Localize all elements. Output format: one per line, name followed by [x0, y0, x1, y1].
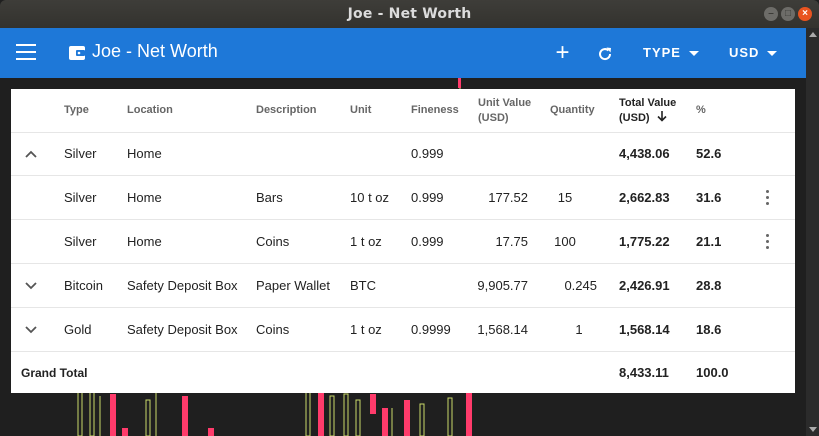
- cell-type: Silver: [64, 234, 97, 249]
- cell-type: Silver: [64, 190, 97, 205]
- cell-percent: 28.8: [696, 278, 722, 293]
- refresh-icon: [599, 47, 612, 60]
- cell-unit: 10 t oz: [350, 190, 390, 205]
- expand-chevron-icon[interactable]: [24, 308, 38, 351]
- hamburger-menu-icon[interactable]: [16, 44, 36, 60]
- cell-unit-value: [478, 132, 538, 175]
- table-row[interactable]: Bitcoin Safety Deposit Box Paper Wallet …: [11, 264, 795, 308]
- header-total-value-line1: Total Value: [619, 96, 677, 109]
- cell-unit: 1 t oz: [350, 234, 382, 249]
- app-title: Joe - Net Worth: [92, 41, 218, 61]
- cell-total-value: 2,426.91: [619, 278, 670, 293]
- background-candlestick-chart: [77, 78, 472, 436]
- cell-description: Coins: [256, 234, 290, 249]
- collapse-chevron-icon[interactable]: [24, 132, 38, 175]
- cell-unit-value: 177.52: [488, 190, 528, 205]
- type-dropdown-label: TYPE: [643, 45, 681, 60]
- cell-type: Bitcoin: [64, 278, 104, 293]
- cell-total-value: 1,775.22: [619, 234, 670, 249]
- header-unit[interactable]: Unit: [350, 104, 372, 116]
- app-bar: Joe - Net Worth + TYPE USD: [0, 28, 806, 78]
- cell-unit: BTC: [350, 278, 376, 293]
- cell-quantity: [550, 132, 598, 175]
- grand-total-label: Grand Total: [21, 365, 88, 380]
- window-title: Joe - Net Worth: [347, 6, 472, 22]
- header-unit-value-line2: (USD): [478, 111, 509, 124]
- header-unit-value[interactable]: Unit Value (USD): [478, 89, 531, 132]
- type-caret-icon: [688, 51, 699, 57]
- cell-location: Home: [127, 190, 162, 205]
- table-row[interactable]: Silver Home Coins 1 t oz 0.999 17.75 100…: [11, 220, 795, 264]
- window-titlebar: Joe - Net Worth – □ ×: [0, 0, 819, 28]
- table-row[interactable]: Silver Home 0.999 4,438.06 52.6: [11, 132, 795, 176]
- header-fineness[interactable]: Fineness: [411, 104, 459, 116]
- cell-location: Home: [127, 234, 162, 249]
- currency-dropdown[interactable]: USD: [729, 28, 778, 78]
- header-description[interactable]: Description: [256, 104, 317, 116]
- cell-fineness: 0.999: [411, 190, 444, 205]
- table-row[interactable]: Silver Home Bars 10 t oz 0.999 177.52 15…: [11, 176, 795, 220]
- cell-fineness: 0.9999: [411, 322, 451, 337]
- refresh-button[interactable]: [594, 28, 616, 78]
- minimize-icon: –: [768, 8, 774, 19]
- cell-fineness: 0.999: [411, 146, 444, 161]
- table-row[interactable]: Gold Safety Deposit Box Coins 1 t oz 0.9…: [11, 308, 795, 352]
- maximize-icon: □: [784, 8, 792, 19]
- row-menu-icon[interactable]: [763, 176, 771, 219]
- scrollbar[interactable]: [806, 28, 819, 436]
- header-total-value[interactable]: Total Value (USD): [619, 89, 676, 132]
- header-unit-value-line1: Unit Value: [478, 96, 532, 109]
- cell-unit-value: 9,905.77: [477, 278, 528, 293]
- expand-chevron-icon[interactable]: [24, 264, 38, 307]
- row-menu-icon[interactable]: [763, 220, 771, 263]
- cell-description: Coins: [256, 322, 290, 337]
- cell-type: Silver: [64, 146, 97, 161]
- cell-fineness: 0.999: [411, 234, 444, 249]
- sort-descending-arrow-icon: [657, 110, 667, 122]
- cell-quantity: 0.245: [564, 278, 597, 293]
- cell-type: Gold: [64, 322, 92, 337]
- scroll-down-arrow-icon[interactable]: [809, 427, 817, 432]
- cell-total-value: 2,662.83: [619, 190, 670, 205]
- header-percent[interactable]: %: [696, 104, 706, 116]
- cell-percent: 21.1: [696, 234, 722, 249]
- close-icon: ×: [802, 8, 808, 19]
- wallet-icon: [69, 46, 85, 60]
- minimize-button[interactable]: –: [764, 7, 778, 21]
- add-button[interactable]: +: [555, 39, 571, 66]
- cell-unit: 1 t oz: [350, 322, 382, 337]
- grand-total-row: Grand Total 8,433.11 100.0: [11, 352, 795, 393]
- net-worth-table: Type Location Description Unit Fineness …: [11, 89, 795, 393]
- candles-down: [110, 78, 472, 436]
- header-total-value-line2: (USD): [619, 110, 676, 126]
- table-header-row: Type Location Description Unit Fineness …: [11, 89, 795, 133]
- grand-total-value: 8,433.11: [619, 365, 669, 380]
- cell-percent: 52.6: [696, 146, 722, 161]
- grand-total-percent: 100.0: [696, 365, 729, 380]
- currency-caret-icon: [767, 51, 778, 57]
- header-location[interactable]: Location: [127, 104, 173, 116]
- cell-description: Paper Wallet: [256, 278, 330, 293]
- cell-description: Bars: [256, 190, 283, 205]
- cell-total-value: 1,568.14: [619, 322, 670, 337]
- currency-dropdown-label: USD: [729, 45, 760, 60]
- cell-unit-value: 1,568.14: [477, 322, 528, 337]
- candles-up: [77, 78, 461, 436]
- close-button[interactable]: ×: [798, 7, 812, 21]
- header-quantity[interactable]: Quantity: [550, 104, 595, 116]
- type-dropdown[interactable]: TYPE: [643, 28, 699, 78]
- cell-total-value: 4,438.06: [619, 146, 670, 161]
- cell-location: Safety Deposit Box: [127, 278, 238, 293]
- header-type[interactable]: Type: [64, 104, 89, 116]
- cell-location: Home: [127, 146, 162, 161]
- cell-quantity: 15: [557, 190, 573, 205]
- cell-percent: 18.6: [696, 322, 722, 337]
- scroll-up-arrow-icon[interactable]: [809, 32, 817, 37]
- cell-percent: 31.6: [696, 190, 722, 205]
- cell-unit-value: 17.75: [495, 234, 528, 249]
- cell-quantity: 1: [575, 322, 583, 337]
- cell-quantity: 100: [554, 234, 576, 249]
- cell-location: Safety Deposit Box: [127, 322, 238, 337]
- maximize-button[interactable]: □: [781, 7, 795, 21]
